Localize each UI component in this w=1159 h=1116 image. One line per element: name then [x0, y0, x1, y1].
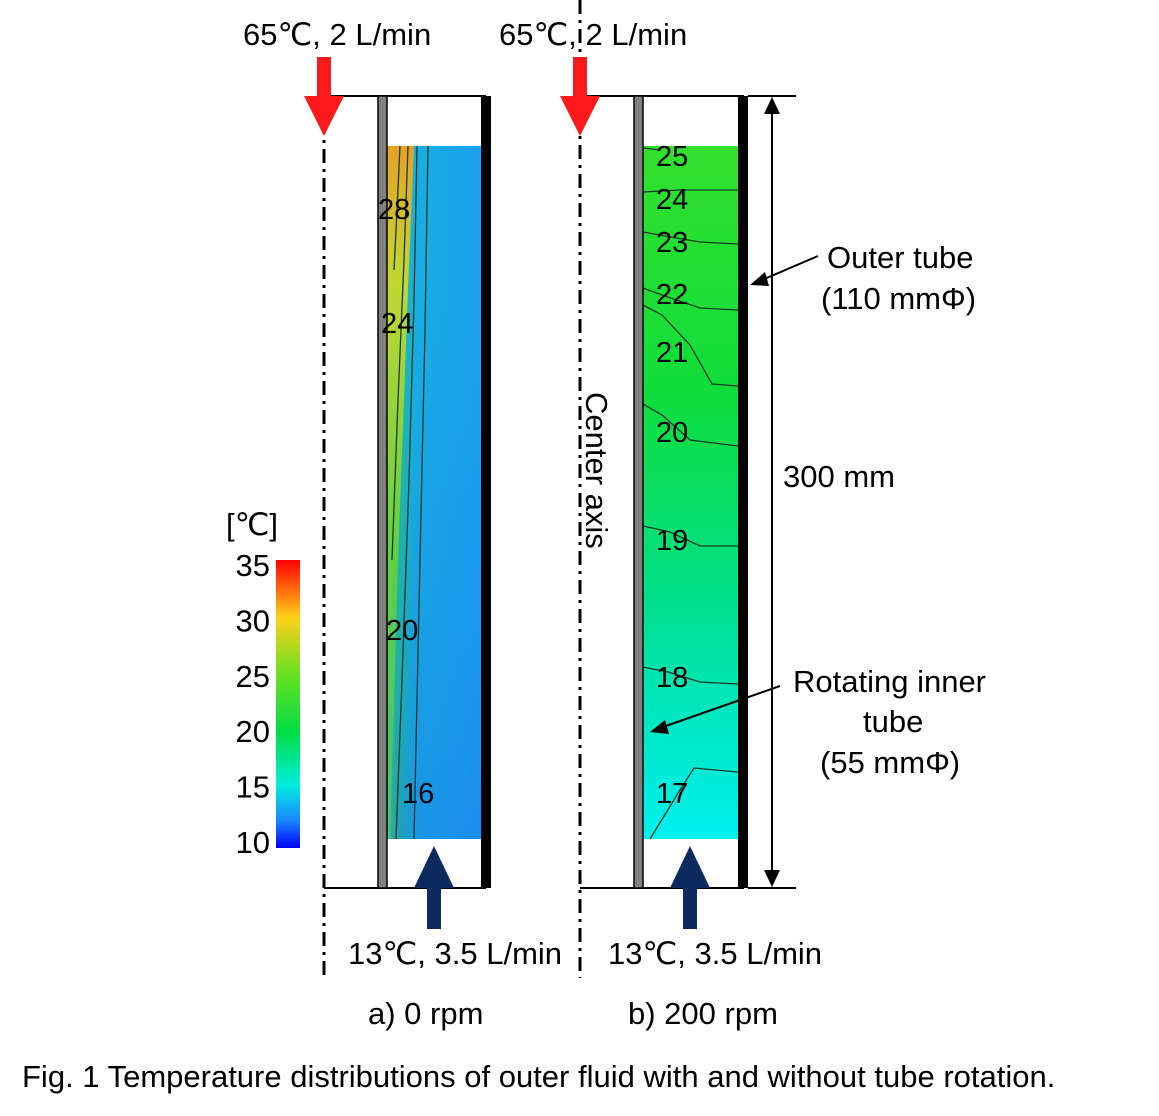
cold-inlet-arrow-b	[670, 846, 710, 929]
hot-inlet-label-b: 65℃, 2 L/min	[499, 17, 687, 52]
cold-inlet-label-b: 13℃, 3.5 L/min	[608, 936, 822, 971]
outer-tube-wall-a	[481, 96, 491, 888]
contour-label-a: 24	[381, 308, 413, 340]
dimension-arrowhead-top	[764, 97, 780, 114]
outer-tube-wall-b	[738, 96, 748, 888]
contour-label-b: 17	[656, 778, 688, 810]
colorbar-tick-label: 30	[236, 603, 270, 638]
center-axis-label: Center axis	[579, 392, 614, 549]
outer-tube-dimension: (110 mmΦ)	[821, 281, 976, 316]
height-dimension: 300 mm	[748, 95, 895, 889]
contour-label-b: 18	[656, 662, 688, 694]
inner-tube-wall-b	[633, 95, 644, 889]
colorbar-ticks: 35 30 25 20 15 10	[236, 548, 270, 860]
cold-inlet-label-a: 13℃, 3.5 L/min	[348, 936, 562, 971]
outer-tube-annotation: Outer tube (110 mmΦ)	[750, 240, 976, 316]
colorbar-tick-label: 10	[236, 825, 270, 860]
contour-label-b: 21	[656, 337, 688, 369]
contour-label-b: 23	[656, 227, 688, 259]
colorbar-gradient	[276, 560, 300, 848]
inner-tube-leader-arrowhead	[650, 720, 669, 734]
colorbar-tick-label: 25	[236, 659, 270, 694]
cold-inlet-arrow-a	[414, 846, 454, 929]
temperature-field-b	[643, 146, 738, 839]
panel-a-subtitle: a) 0 rpm	[368, 996, 483, 1031]
dimension-arrowhead-bottom	[764, 870, 780, 887]
colorbar-tick-label: 35	[236, 548, 270, 583]
contour-label-a: 16	[402, 778, 434, 810]
inner-tube-annotation: Rotating inner tube (55 mmΦ)	[650, 664, 986, 780]
inner-tube-leader	[659, 685, 781, 729]
figure-caption: Fig. 1 Temperature distributions of oute…	[22, 1059, 1055, 1094]
contour-label-b: 24	[656, 184, 688, 216]
outer-tube-leader	[761, 255, 819, 281]
hot-inlet-label-a: 65℃, 2 L/min	[243, 17, 431, 52]
contour-label-b: 20	[656, 417, 688, 449]
hot-inlet-arrow-b	[560, 57, 600, 136]
outer-tube-label: Outer tube	[827, 240, 973, 275]
panel-b-subtitle: b) 200 rpm	[628, 996, 778, 1031]
hot-region-a	[387, 146, 414, 839]
contour-label-a: 28	[378, 194, 410, 226]
contour-label-b: 25	[656, 141, 688, 173]
hot-inlet-arrow-a	[304, 57, 344, 136]
contour-label-b: 22	[656, 279, 688, 311]
panel-b: 25 24 23 22 21 20 19 18 17 65℃, 2 L/min …	[499, 0, 822, 1031]
inner-tube-wall-a	[377, 95, 388, 889]
contour-label-a: 20	[386, 615, 418, 647]
inner-tube-label-line2: tube	[863, 704, 923, 739]
panel-a: 28 24 20 16 65℃, 2 L/min 13℃, 3.5 L/min …	[243, 17, 562, 1031]
inner-tube-label-line1: Rotating inner	[793, 664, 986, 699]
outer-tube-leader-arrowhead	[750, 272, 769, 286]
inner-tube-dimension: (55 mmΦ)	[820, 745, 960, 780]
colorbar-unit: [℃]	[226, 507, 278, 542]
colorbar-tick-label: 20	[236, 714, 270, 749]
contour-label-b: 19	[656, 525, 688, 557]
center-axis-label-bg	[584, 390, 610, 558]
contour-lines-a	[391, 145, 429, 840]
contour-lines-b	[642, 147, 739, 840]
colorbar: [℃] 35 30 25 20 15 10	[226, 507, 300, 860]
colorbar-tick-label: 15	[236, 770, 270, 805]
height-label: 300 mm	[783, 459, 895, 494]
